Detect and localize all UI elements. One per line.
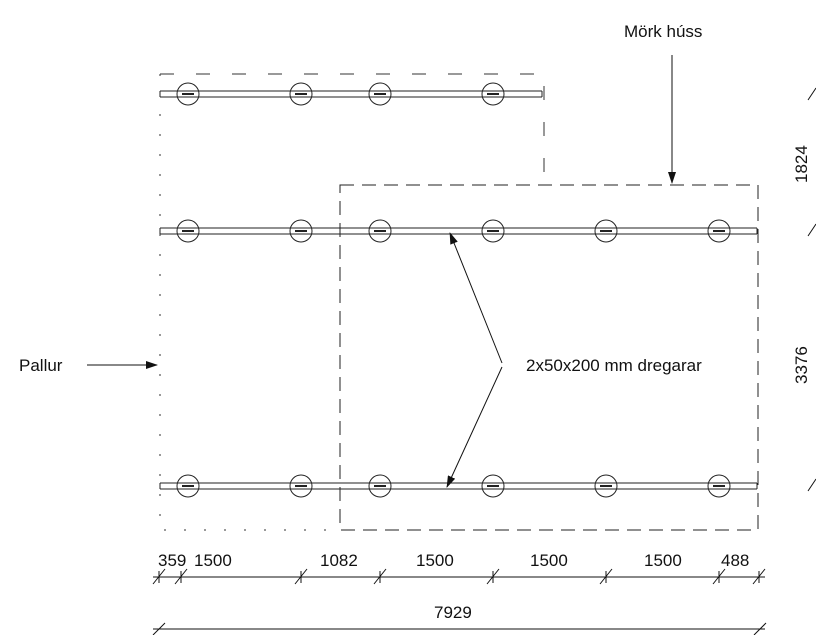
beam-bottom <box>159 482 758 490</box>
right-dimension-ticks <box>807 87 816 492</box>
post <box>176 219 200 243</box>
overall-dimension-line <box>152 622 767 635</box>
post <box>481 474 505 498</box>
post <box>368 474 392 498</box>
dregarar-arrow-up <box>449 232 503 364</box>
dim-seg-2: 1500 <box>194 551 232 570</box>
post <box>289 219 313 243</box>
post <box>176 474 200 498</box>
post <box>289 82 313 106</box>
mork-huss-outline <box>339 184 759 531</box>
post <box>176 82 200 106</box>
right-dim-upper: 1824 <box>792 145 811 183</box>
posts <box>176 82 731 498</box>
post <box>481 82 505 106</box>
post <box>368 82 392 106</box>
dregarar-arrow-down <box>446 366 503 488</box>
pallur-label: Pallur <box>19 356 63 375</box>
post <box>707 219 731 243</box>
dim-seg-4: 1500 <box>416 551 454 570</box>
post <box>594 219 618 243</box>
dim-seg-5: 1500 <box>530 551 568 570</box>
post <box>368 219 392 243</box>
beam-middle <box>159 227 758 235</box>
dim-seg-3: 1082 <box>320 551 358 570</box>
right-dim-lower: 3376 <box>792 346 811 384</box>
post <box>481 219 505 243</box>
overall-dimension: 7929 <box>434 603 472 622</box>
dim-seg-1: 359 <box>158 551 186 570</box>
dim-seg-6: 1500 <box>644 551 682 570</box>
dregarar-label: 2x50x200 mm dregarar <box>526 356 702 375</box>
bottom-dimension-ticks <box>152 568 766 585</box>
post <box>594 474 618 498</box>
post <box>707 474 731 498</box>
mork-huss-label: Mörk húss <box>624 22 702 41</box>
dim-seg-7: 488 <box>721 551 749 570</box>
pallur-outline <box>159 73 545 531</box>
post <box>289 474 313 498</box>
beam-top <box>159 90 543 98</box>
